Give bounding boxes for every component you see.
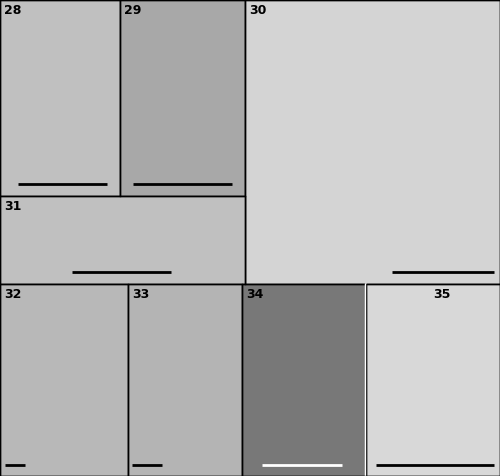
Text: 31: 31 bbox=[4, 200, 21, 213]
Bar bbox=[366, 284, 500, 476]
Text: 30: 30 bbox=[249, 4, 266, 17]
Bar bbox=[0, 284, 128, 476]
Bar bbox=[242, 284, 366, 476]
Text: 29: 29 bbox=[124, 4, 142, 17]
Text: 33: 33 bbox=[132, 288, 149, 301]
Text: 32: 32 bbox=[4, 288, 21, 301]
Text: 35: 35 bbox=[433, 288, 450, 301]
Text: 28: 28 bbox=[4, 4, 21, 17]
Bar bbox=[0, 0, 120, 196]
Text: 34: 34 bbox=[246, 288, 264, 301]
Bar bbox=[245, 0, 500, 284]
Bar bbox=[128, 284, 242, 476]
Bar bbox=[120, 0, 245, 196]
Bar bbox=[0, 196, 245, 284]
